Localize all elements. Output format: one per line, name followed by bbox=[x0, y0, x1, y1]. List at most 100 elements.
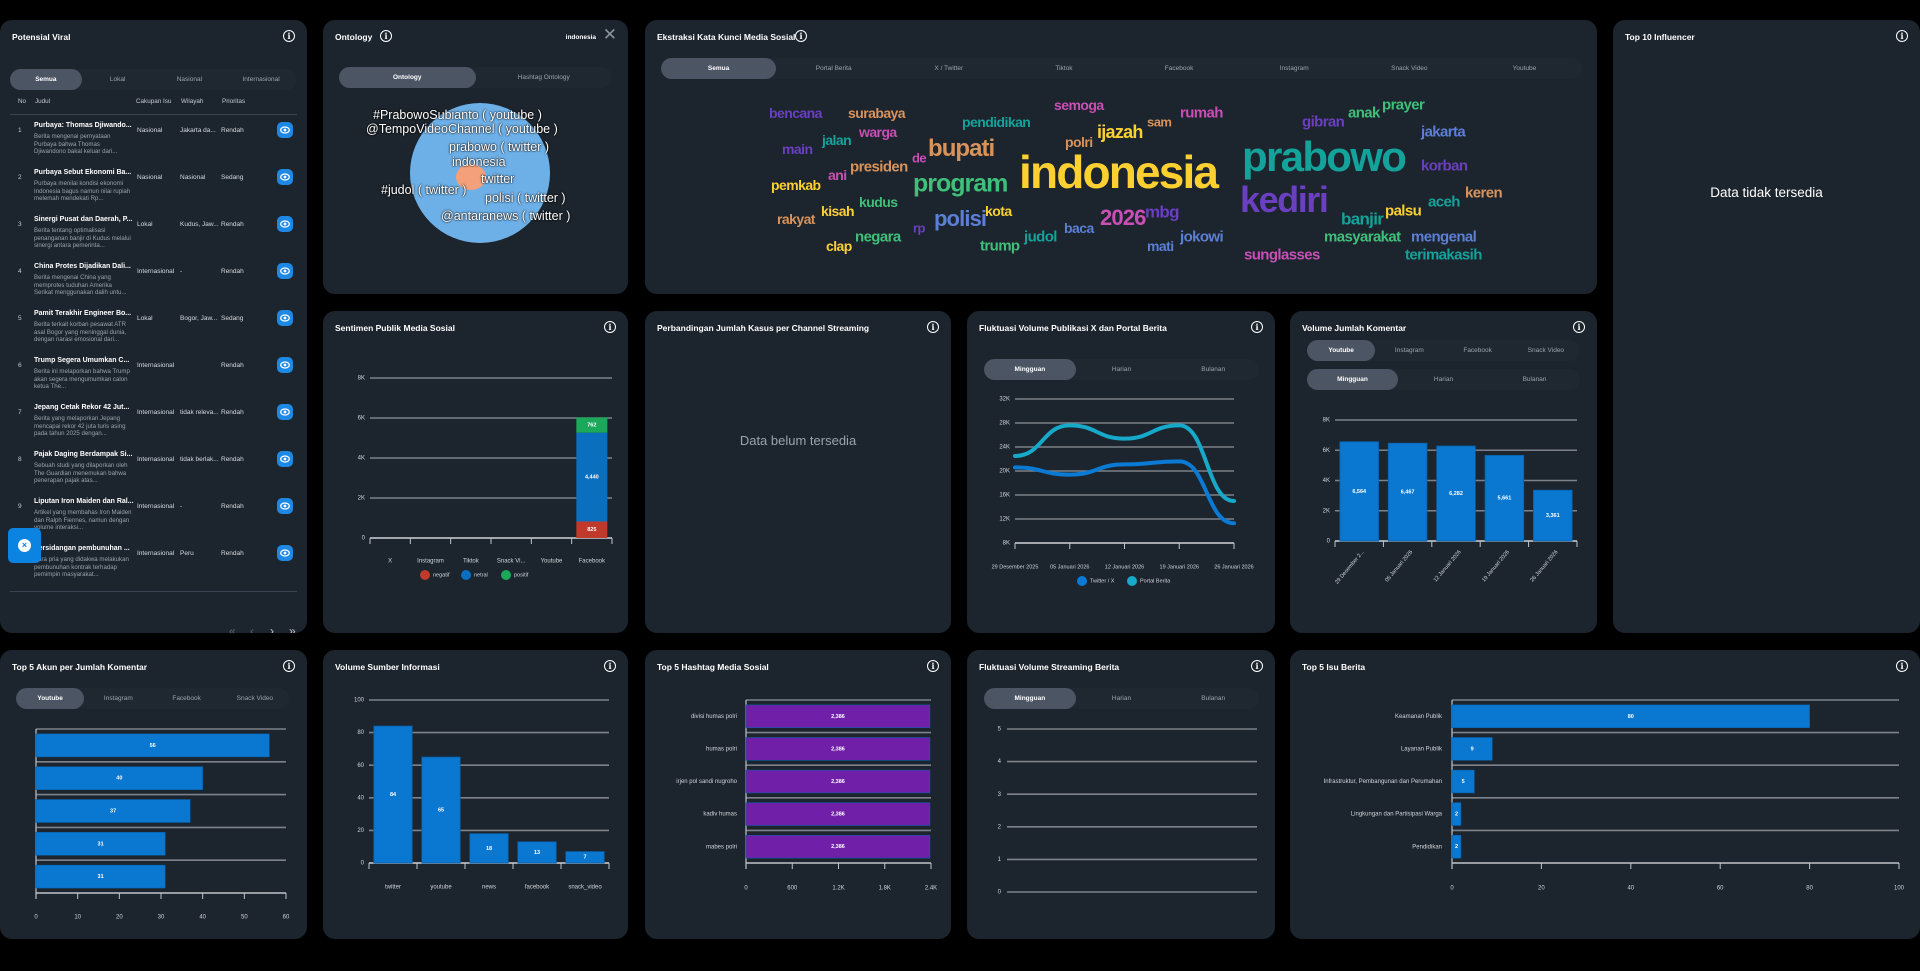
word-cloud-term[interactable]: jalan bbox=[822, 132, 852, 148]
ontology-node-label[interactable]: #judol ( twitter ) bbox=[381, 183, 467, 197]
ontology-node-label[interactable]: @TempoVideoChannel ( youtube ) bbox=[366, 122, 558, 136]
view-button[interactable] bbox=[277, 310, 293, 326]
tab-instagram[interactable]: Instagram bbox=[103, 695, 133, 702]
row-title[interactable]: China Protes Dijadikan Dali... bbox=[34, 263, 131, 270]
word-cloud-term[interactable]: rumah bbox=[1180, 104, 1223, 122]
info-icon[interactable]: i bbox=[1896, 660, 1908, 672]
tab-mingguan[interactable]: Mingguan bbox=[984, 359, 1076, 380]
row-title[interactable]: Purbaya Sebut Ekonomi Ba... bbox=[34, 169, 132, 176]
word-cloud-term[interactable]: kisah bbox=[821, 203, 855, 219]
row-title[interactable]: Purbaya: Thomas Djiwando... bbox=[34, 122, 132, 129]
word-cloud-term[interactable]: pendidikan bbox=[962, 114, 1031, 130]
word-cloud-term[interactable]: mengenal bbox=[1411, 228, 1477, 246]
word-cloud-term[interactable]: korban bbox=[1421, 157, 1468, 175]
view-button[interactable] bbox=[277, 498, 293, 514]
tab-harian[interactable]: Harian bbox=[1433, 376, 1454, 383]
view-button[interactable] bbox=[277, 357, 293, 373]
word-cloud-term[interactable]: aceh bbox=[1428, 193, 1460, 211]
tab-snack-video[interactable]: Snack Video bbox=[1527, 347, 1565, 354]
prev-page-button[interactable]: ‹ bbox=[250, 624, 254, 633]
first-page-button[interactable]: « bbox=[229, 624, 236, 633]
word-cloud-term[interactable]: bencana bbox=[769, 105, 822, 121]
ontology-node-label[interactable]: @antaranews ( twitter ) bbox=[441, 209, 571, 223]
info-icon[interactable]: i bbox=[1573, 321, 1585, 333]
row-title[interactable]: Trump Segera Umumkan C... bbox=[34, 357, 130, 364]
tab-bulanan[interactable]: Bulanan bbox=[1201, 695, 1226, 702]
word-cloud-term[interactable]: baca bbox=[1064, 220, 1094, 236]
tab-youtube[interactable]: Youtube bbox=[1512, 65, 1537, 72]
info-icon[interactable]: i bbox=[927, 660, 939, 672]
word-cloud-term[interactable]: rp bbox=[913, 220, 925, 236]
word-cloud-term[interactable]: polisi bbox=[934, 206, 987, 231]
word-cloud-term[interactable]: kota bbox=[985, 203, 1012, 219]
view-button[interactable] bbox=[277, 263, 293, 279]
word-cloud-term[interactable]: jokowi bbox=[1180, 228, 1224, 246]
ontology-node-label[interactable]: #PrabowoSubianto ( youtube ) bbox=[373, 108, 542, 122]
tab-youtube[interactable]: Youtube bbox=[1307, 340, 1376, 361]
tab-facebook[interactable]: Facebook bbox=[1463, 347, 1492, 354]
word-cloud-term[interactable]: kediri bbox=[1240, 179, 1329, 220]
word-cloud-term[interactable]: prabowo bbox=[1242, 133, 1407, 180]
word-cloud-term[interactable]: clap bbox=[826, 238, 852, 254]
tab-hashtag-ontology[interactable]: Hashtag Ontology bbox=[517, 74, 570, 81]
row-title[interactable]: Pajak Daging Berdampak Si... bbox=[34, 451, 133, 458]
ontology-node-label[interactable]: twitter bbox=[481, 172, 515, 186]
word-cloud-term[interactable]: masyarakat bbox=[1324, 228, 1401, 246]
row-title[interactable]: Jepang Cetak Rekor 42 Jut... bbox=[34, 404, 130, 411]
word-cloud-term[interactable]: program bbox=[913, 169, 1008, 198]
tab-snack-video[interactable]: Snack Video bbox=[1391, 65, 1428, 72]
last-page-button[interactable]: » bbox=[289, 624, 296, 633]
info-icon[interactable]: i bbox=[283, 30, 295, 42]
tab-mingguan[interactable]: Mingguan bbox=[1307, 369, 1398, 390]
tab-snack-video[interactable]: Snack Video bbox=[236, 695, 274, 702]
word-cloud-term[interactable]: jakarta bbox=[1421, 123, 1466, 141]
word-cloud-term[interactable]: ani bbox=[828, 167, 847, 183]
info-icon[interactable]: i bbox=[1251, 321, 1263, 333]
word-cloud-term[interactable]: sunglasses bbox=[1244, 246, 1320, 264]
tab-nasional[interactable]: Nasional bbox=[176, 76, 203, 83]
word-cloud-term[interactable]: ijazah bbox=[1097, 122, 1143, 142]
word-cloud-term[interactable]: indonesia bbox=[1019, 146, 1219, 198]
word-cloud-term[interactable]: pemkab bbox=[771, 177, 821, 193]
word-cloud-term[interactable]: main bbox=[782, 141, 813, 157]
info-icon[interactable]: i bbox=[927, 321, 939, 333]
word-cloud-term[interactable]: keren bbox=[1465, 184, 1503, 202]
word-cloud-term[interactable]: polri bbox=[1065, 134, 1093, 150]
word-cloud-term[interactable]: palsu bbox=[1385, 202, 1422, 220]
ontology-node-label[interactable]: indonesia bbox=[452, 155, 506, 169]
tab-x-twitter[interactable]: X / Twitter bbox=[934, 65, 964, 72]
tab-bulanan[interactable]: Bulanan bbox=[1522, 376, 1547, 383]
view-button[interactable] bbox=[277, 451, 293, 467]
tab-lokal[interactable]: Lokal bbox=[109, 76, 126, 83]
word-cloud-term[interactable]: bupati bbox=[928, 135, 995, 162]
tab-facebook[interactable]: Facebook bbox=[1164, 65, 1194, 72]
row-title[interactable]: Sinergi Pusat dan Daerah, P... bbox=[34, 216, 133, 223]
tab-youtube[interactable]: Youtube bbox=[16, 688, 85, 709]
info-icon[interactable]: i bbox=[604, 321, 616, 333]
word-cloud-term[interactable]: kudus bbox=[859, 194, 898, 210]
info-icon[interactable]: i bbox=[795, 30, 807, 42]
next-page-button[interactable]: › bbox=[270, 624, 274, 633]
ontology-center-node[interactable] bbox=[456, 164, 486, 190]
word-cloud-term[interactable]: presiden bbox=[850, 158, 908, 176]
tab-instagram[interactable]: Instagram bbox=[1279, 65, 1309, 72]
ontology-node-label[interactable]: prabowo ( twitter ) bbox=[449, 140, 550, 154]
tab-bulanan[interactable]: Bulanan bbox=[1201, 366, 1226, 373]
info-icon[interactable]: i bbox=[283, 660, 295, 672]
row-title[interactable]: Pamit Terakhir Engineer Bo... bbox=[34, 310, 132, 317]
word-cloud-term[interactable]: mbg bbox=[1145, 202, 1180, 222]
info-icon[interactable]: i bbox=[1896, 30, 1908, 42]
tab-ontology[interactable]: Ontology bbox=[339, 67, 476, 88]
word-cloud-term[interactable]: rakyat bbox=[777, 211, 815, 227]
view-button[interactable] bbox=[277, 216, 293, 232]
info-icon[interactable]: i bbox=[380, 30, 392, 42]
view-button[interactable] bbox=[277, 545, 293, 561]
word-cloud-term[interactable]: warga bbox=[859, 124, 897, 140]
word-cloud-term[interactable]: gibran bbox=[1302, 113, 1345, 131]
word-cloud-term[interactable]: sam bbox=[1147, 114, 1172, 130]
tab-tiktok[interactable]: Tiktok bbox=[1055, 65, 1073, 72]
close-icon[interactable]: ✕ bbox=[602, 25, 617, 44]
view-button[interactable] bbox=[277, 169, 293, 185]
word-cloud-term[interactable]: surabaya bbox=[848, 105, 906, 121]
word-cloud-term[interactable]: judol bbox=[1024, 228, 1057, 246]
